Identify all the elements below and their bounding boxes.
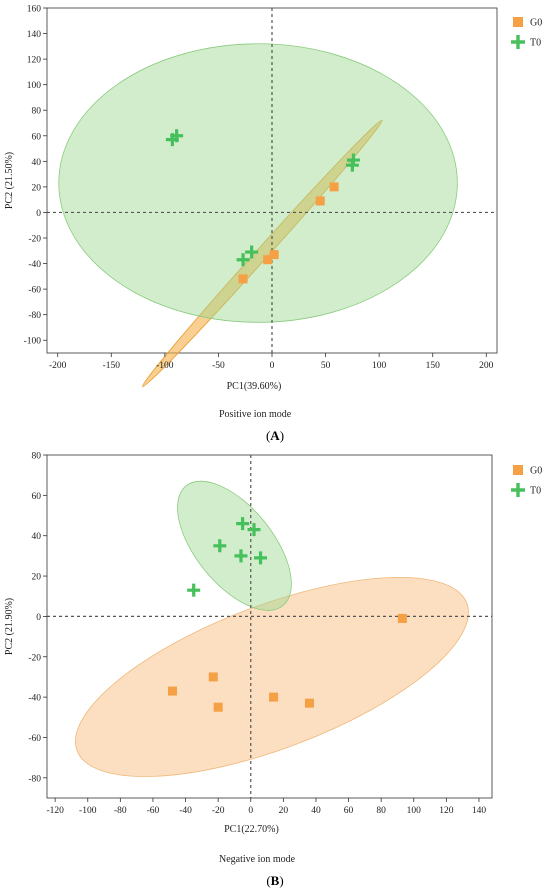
- y-tick-label: 100: [27, 81, 42, 91]
- x-tick-label: 140: [472, 806, 487, 816]
- panel-b: -120 -100 -80 -60 -40 -20 0 20 40 60 80 100 120 140 80…: [4, 452, 542, 889]
- data-point-t0: [187, 583, 201, 597]
- data-point-t0: [247, 523, 261, 537]
- legend-swatch-g0: [513, 17, 523, 27]
- data-point-g0: [213, 702, 223, 712]
- legend-label-g0: G0: [530, 18, 542, 29]
- y-tick-label: 0: [36, 209, 41, 219]
- x-tick-label: -50: [212, 361, 225, 371]
- y-tick-label: -80: [28, 774, 41, 784]
- x-tick-label: 40: [311, 806, 321, 816]
- x-tick-label: 120: [439, 806, 454, 816]
- legend-label-t0: T0: [530, 486, 541, 497]
- data-point-t0: [346, 153, 360, 167]
- y-tick-label: 80: [32, 452, 42, 462]
- data-point-t0: [254, 551, 268, 565]
- ion-mode-label: Negative ion mode: [219, 854, 296, 865]
- data-point-t0: [245, 245, 259, 259]
- y-tick-label: -40: [28, 694, 41, 704]
- x-tick-label: -20: [212, 806, 225, 816]
- plot-frame: [46, 454, 493, 799]
- y-tick-label: 60: [32, 492, 42, 502]
- x-tick-label: 150: [426, 361, 441, 371]
- data-point-t0: [236, 517, 250, 531]
- x-tick-label: 0: [270, 361, 275, 371]
- x-tick-label: -120: [46, 806, 64, 816]
- data-point-g0: [315, 196, 325, 206]
- data-point-g0: [269, 250, 279, 260]
- panel-a: -200 -150 -100 -50 0 50 100 150 2001601401201008…: [4, 5, 542, 444]
- y-tick-label: 60: [32, 132, 42, 142]
- panel-label: (B): [266, 873, 283, 888]
- y-tick-label: 20: [32, 573, 42, 583]
- confidence-ellipse-g0: [75, 576, 469, 777]
- x-tick-label: 60: [344, 806, 354, 816]
- legend-swatch-g0: [513, 465, 523, 475]
- legend-label-t0: T0: [530, 38, 541, 49]
- data-point-t0: [236, 253, 250, 267]
- x-tick-label: -200: [49, 361, 67, 371]
- legend-label-g0: G0: [530, 466, 542, 477]
- y-tick-label: 20: [32, 183, 42, 193]
- data-point-g0: [397, 613, 407, 623]
- x-tick-label: 20: [279, 806, 289, 816]
- data-point-g0: [269, 692, 279, 702]
- data-point-g0: [238, 274, 248, 284]
- x-axis-label: PC1(39.60%): [227, 381, 282, 392]
- data-point-g0: [168, 686, 178, 696]
- data-point-t0: [213, 539, 227, 553]
- y-tick-label: 160: [27, 5, 42, 15]
- data-point-g0: [304, 698, 314, 708]
- confidence-ellipse-t0: [58, 43, 458, 323]
- y-tick-label: -20: [28, 235, 41, 245]
- y-axis-label: PC2 (21.90%): [4, 598, 15, 655]
- y-tick-label: -40: [28, 260, 41, 270]
- data-point-t0: [234, 549, 248, 563]
- x-tick-label: -100: [156, 361, 174, 371]
- data-point-t0: [165, 133, 179, 147]
- data-point-g0: [329, 182, 339, 192]
- x-tick-label: 100: [372, 361, 387, 371]
- y-tick-label: 40: [32, 532, 42, 542]
- y-tick-label: -60: [28, 286, 41, 296]
- x-tick-label: -40: [179, 806, 192, 816]
- legend-swatch-t0: [511, 483, 525, 497]
- x-tick-label: 100: [407, 806, 422, 816]
- y-tick-label: 140: [27, 30, 42, 40]
- y-tick-label: -60: [28, 734, 41, 744]
- y-tick-label: -80: [28, 311, 41, 321]
- x-tick-label: -80: [114, 806, 127, 816]
- y-tick-label: 120: [27, 56, 42, 66]
- y-tick-label: 80: [32, 107, 42, 117]
- x-tick-label: -60: [147, 806, 160, 816]
- panel-label: (A): [266, 428, 284, 443]
- x-tick-label: 80: [376, 806, 386, 816]
- y-tick-label: 40: [32, 158, 42, 168]
- y-tick-label: 0: [36, 613, 41, 623]
- x-tick-label: -100: [79, 806, 97, 816]
- x-tick-label: 50: [321, 361, 331, 371]
- data-point-t0: [170, 129, 184, 143]
- confidence-ellipse-t0: [177, 480, 292, 611]
- y-tick-label: -100: [24, 337, 42, 347]
- x-axis-label: PC1(22.70%): [224, 824, 279, 835]
- y-axis-label: PC2 (21.50%): [4, 152, 15, 209]
- x-tick-label: 0: [248, 806, 253, 816]
- y-tick-label: -20: [28, 653, 41, 663]
- x-tick-label: -150: [103, 361, 121, 371]
- x-tick-label: 200: [479, 361, 494, 371]
- legend-swatch-t0: [511, 35, 525, 49]
- data-point-g0: [263, 255, 273, 265]
- ion-mode-label: Positive ion mode: [219, 409, 292, 420]
- data-point-g0: [208, 672, 218, 682]
